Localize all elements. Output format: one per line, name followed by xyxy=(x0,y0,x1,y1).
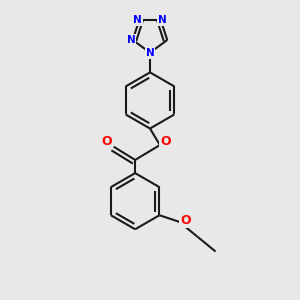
Text: N: N xyxy=(146,48,154,58)
Text: N: N xyxy=(127,35,135,45)
Text: O: O xyxy=(181,214,191,227)
Text: N: N xyxy=(133,15,142,25)
Text: O: O xyxy=(101,135,112,148)
Text: N: N xyxy=(158,15,167,25)
Text: O: O xyxy=(160,135,171,148)
